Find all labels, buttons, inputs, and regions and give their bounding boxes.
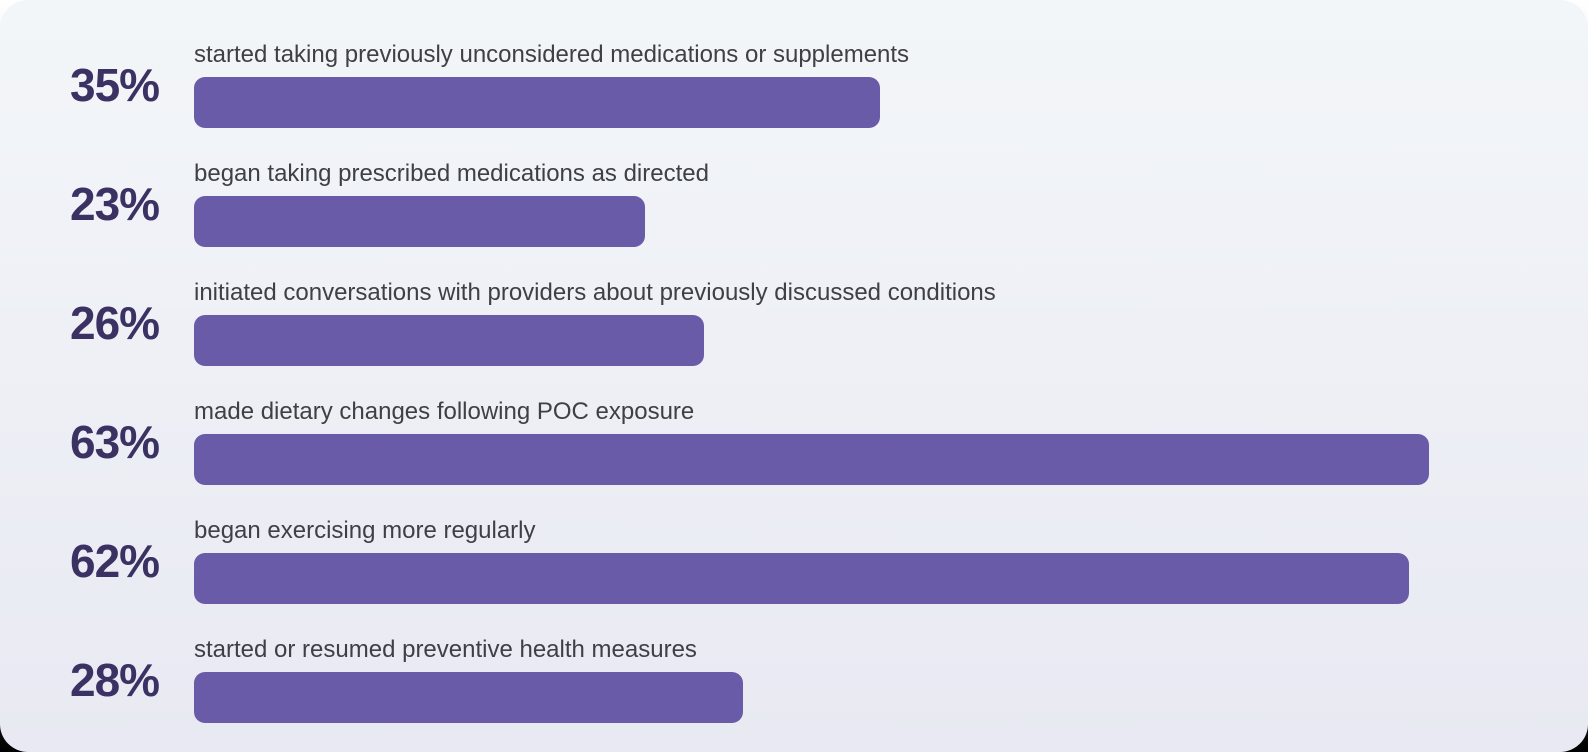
- bar-label: initiated conversations with providers a…: [194, 279, 996, 306]
- bar-group: started or resumed preventive health mea…: [194, 637, 1540, 723]
- value-label: 26%: [70, 297, 160, 349]
- chart-row: 35% started taking previously unconsidere…: [70, 42, 1540, 128]
- chart-row: 62% began exercising more regularly: [70, 518, 1540, 604]
- chart-rows: 35% started taking previously unconsidere…: [70, 42, 1540, 723]
- bar-label: started taking previously unconsidered m…: [194, 41, 910, 68]
- bar: [194, 315, 704, 366]
- bar-label: started or resumed preventive health mea…: [194, 636, 697, 663]
- bar: [194, 672, 743, 723]
- bar: [194, 196, 645, 247]
- chart-row: 23% began taking prescribed medications a…: [70, 161, 1540, 247]
- bar: [194, 77, 880, 128]
- chart-row: 26% initiated conversations with provider…: [70, 280, 1540, 366]
- bar-label: began exercising more regularly: [194, 517, 536, 544]
- bar: [194, 553, 1410, 604]
- bar-group: initiated conversations with providers a…: [194, 280, 1540, 366]
- chart-row: 28% started or resumed preventive health …: [70, 637, 1540, 723]
- bar-label: made dietary changes following POC expos…: [194, 398, 695, 425]
- value-label: 23%: [70, 178, 160, 230]
- bar-group: made dietary changes following POC expos…: [194, 399, 1540, 485]
- bar-group: began taking prescribed medications as d…: [194, 161, 1540, 247]
- value-label: 28%: [70, 654, 160, 706]
- chart-row: 63% made dietary changes following POC ex…: [70, 399, 1540, 485]
- bar-group: began exercising more regularly: [194, 518, 1540, 604]
- value-label: 35%: [70, 59, 160, 111]
- value-label: 63%: [70, 416, 160, 468]
- bar-group: started taking previously unconsidered m…: [194, 42, 1540, 128]
- bar-label: began taking prescribed medications as d…: [194, 160, 709, 187]
- value-label: 62%: [70, 535, 160, 587]
- bar: [194, 434, 1429, 485]
